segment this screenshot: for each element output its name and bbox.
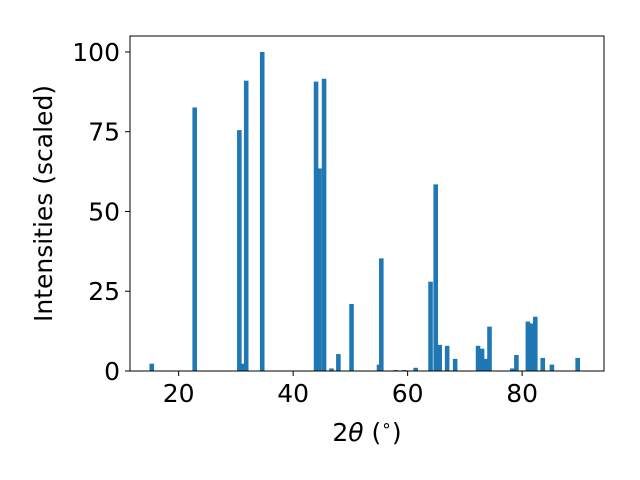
bar (487, 326, 492, 371)
y-tick-label: 75 (88, 118, 120, 147)
x-axis-label-degree: ∘ (381, 416, 392, 436)
bar (413, 367, 418, 371)
bar (240, 363, 246, 371)
x-axis-label-theta: θ (348, 418, 363, 447)
bar (525, 321, 531, 371)
x-axis-label: 2θ (∘) (332, 416, 401, 447)
bar (510, 368, 515, 371)
x-axis-label-prefix: 2 (332, 418, 348, 447)
bar (444, 345, 450, 371)
bar (452, 358, 458, 371)
bar (549, 364, 555, 371)
y-axis-label: Intensities (scaled) (29, 85, 58, 322)
y-tick-label: 25 (88, 277, 120, 306)
y-tick-label: 100 (72, 38, 120, 67)
x-tick-label: 20 (163, 379, 195, 408)
bar (321, 78, 327, 371)
y-tick-label: 0 (104, 357, 120, 386)
bar (192, 107, 197, 371)
y-ticks-group: 0 25 50 75 100 (72, 38, 130, 386)
x-tick-label: 60 (392, 379, 424, 408)
x-ticks-group: 20 40 60 80 (163, 371, 538, 408)
plot-frame (129, 35, 605, 372)
bar (529, 323, 535, 371)
x-tick-label: 80 (506, 379, 538, 408)
bar (433, 184, 438, 371)
bar (259, 51, 265, 371)
bar (479, 348, 485, 371)
bar (149, 363, 155, 371)
bar (313, 81, 319, 372)
bar (243, 80, 249, 372)
bar (336, 354, 341, 371)
bar (349, 304, 354, 371)
bar (575, 357, 580, 371)
bar (437, 344, 442, 371)
bar (533, 316, 538, 371)
bar (379, 258, 384, 371)
y-tick-label: 50 (88, 197, 120, 226)
bar (540, 357, 546, 371)
bar (317, 168, 322, 371)
x-axis-label-suffix: ( (364, 418, 382, 447)
x-tick-label: 40 (277, 379, 309, 408)
x-axis-label-close: ) (392, 418, 402, 447)
bars-group (149, 51, 580, 372)
bar (237, 130, 242, 371)
bar (329, 368, 334, 371)
bar (428, 281, 433, 371)
bar (514, 355, 519, 371)
bar (483, 358, 489, 371)
bar (475, 345, 481, 371)
